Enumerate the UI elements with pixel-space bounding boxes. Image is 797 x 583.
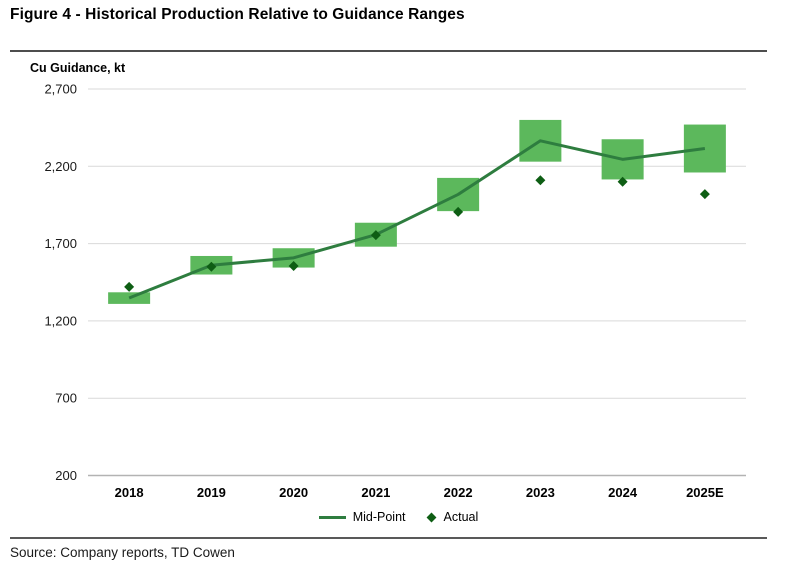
x-tick-label: 2020 [279, 485, 308, 500]
x-tick-label: 2022 [444, 485, 473, 500]
source-divider [10, 537, 767, 539]
x-tick-label: 2025E [686, 485, 724, 500]
mid-point-line [128, 139, 706, 300]
actual-marker [288, 261, 299, 272]
y-tick-label: 1,700 [44, 236, 77, 251]
legend-actual-label: Actual [443, 510, 479, 524]
x-tick-label: 2018 [115, 485, 144, 500]
y-tick-label: 1,200 [44, 313, 77, 328]
x-tick-label: 2024 [608, 485, 638, 500]
guidance-chart: 2,700 2,200 1,700 1,200 700 200 2018 2019 2020 20… [44, 82, 746, 500]
x-tick-label: 2019 [197, 485, 226, 500]
actual-marker [535, 175, 546, 186]
actual-marker [206, 261, 217, 272]
y-tick-label: 700 [55, 391, 77, 406]
actual-marker [617, 176, 628, 187]
figure-title: Figure 4 - Historical Production Relativ… [10, 6, 465, 23]
actual-marker [453, 206, 464, 217]
legend-diamond-icon [426, 512, 436, 522]
actual-marker [699, 189, 710, 200]
y-tick-label: 200 [55, 468, 77, 483]
chart-legend: Mid-Point Actual [0, 510, 797, 524]
legend-item-actual: Actual [426, 510, 479, 524]
y-tick-label: 2,200 [44, 159, 77, 174]
x-tick-label: 2021 [361, 485, 390, 500]
legend-mid-point-label: Mid-Point [352, 510, 406, 524]
guidance-range-bar [108, 292, 151, 304]
y-tick-label: 2,700 [44, 82, 77, 97]
y-axis-title: Cu Guidance, kt [30, 61, 126, 75]
x-tick-label: 2023 [526, 485, 555, 500]
actual-marker [370, 230, 381, 241]
title-divider [10, 50, 767, 52]
legend-item-mid-point: Mid-Point [318, 510, 406, 524]
legend-line-swatch [318, 515, 346, 519]
actual-marker [124, 281, 135, 292]
source-text: Source: Company reports, TD Cowen [10, 545, 235, 560]
